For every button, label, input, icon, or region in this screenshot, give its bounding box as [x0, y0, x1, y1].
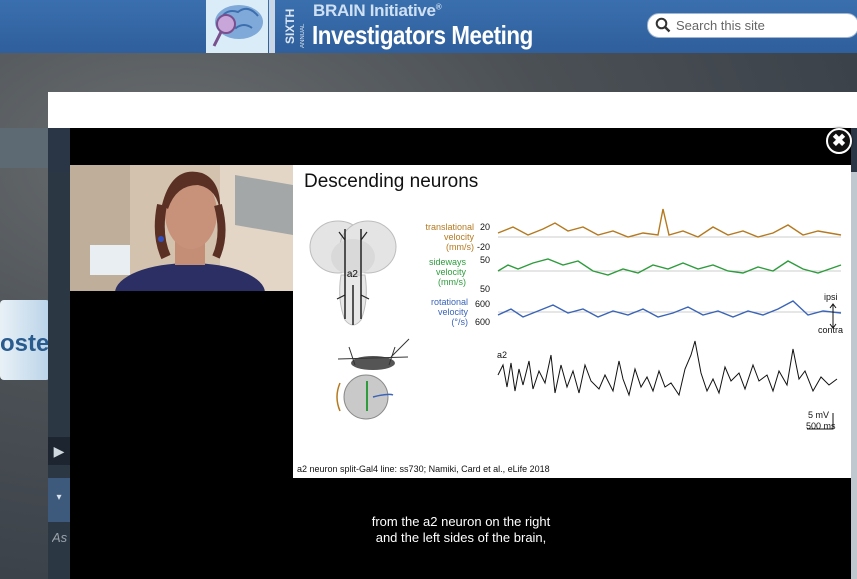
translational-trace [497, 208, 842, 238]
fly-on-ball-diagram [336, 338, 410, 420]
underlying-text: As [52, 530, 68, 545]
rotational-trace [497, 300, 842, 318]
rotational-label: rotational velocity (°/s) [430, 297, 468, 327]
event-title: Investigators Meeting [312, 20, 533, 50]
ipsi-label: ipsi [824, 292, 838, 302]
sideways-tick-top: 50 [479, 255, 490, 265]
fly-nervous-system-diagram [309, 220, 397, 326]
trace-neuron-label: a2 [497, 350, 508, 360]
presentation-slide [293, 165, 851, 478]
translational-label: translational velocity (mm/s) [425, 222, 474, 252]
background-poster-screen [0, 300, 50, 380]
membrane-potential-trace [497, 340, 838, 397]
logo-divider [269, 0, 275, 53]
contra-label: contra [818, 325, 844, 335]
brain-neuron-label: a2 [346, 269, 358, 280]
scale-ms-label: 500 ms [806, 421, 836, 431]
underlying-dropdown[interactable]: ▾ [48, 478, 70, 522]
search-icon[interactable] [655, 17, 671, 33]
caption-line-2: and the left sides of the brain, [375, 530, 547, 545]
scale-mv-label: 5 mV [808, 410, 830, 420]
translational-tick-top: 20 [479, 222, 490, 232]
sideways-tick-bottom: 50 [479, 284, 490, 294]
translational-tick-bottom: -20 [476, 242, 490, 252]
speaker-webcam [70, 165, 293, 291]
background-poster-text: oster [0, 330, 50, 357]
slide-title: Descending neurons [304, 171, 479, 192]
close-icon[interactable]: ✖ [826, 128, 852, 154]
rotational-tick-top: 600 [474, 299, 490, 309]
play-icon[interactable]: ▶ [48, 437, 70, 465]
underlying-page-strip [48, 172, 70, 579]
sideways-label: sideways velocity (mm/s) [428, 257, 466, 287]
rotational-tick-bottom: 600 [474, 317, 490, 327]
edition-sub-label: ANNUAL [300, 23, 306, 48]
brain-initiative-logo[interactable] [206, 0, 268, 53]
brand-line: BRAIN Initiative® [313, 1, 442, 20]
slide-credit: a2 neuron split-Gal4 line: ss730; Namiki… [297, 464, 550, 474]
search-input[interactable] [676, 17, 854, 34]
sideways-trace [497, 258, 842, 276]
modal-scroll-edge [851, 172, 857, 579]
caption-line-1: from the a2 neuron on the right [371, 514, 551, 529]
background-panel [0, 128, 48, 168]
